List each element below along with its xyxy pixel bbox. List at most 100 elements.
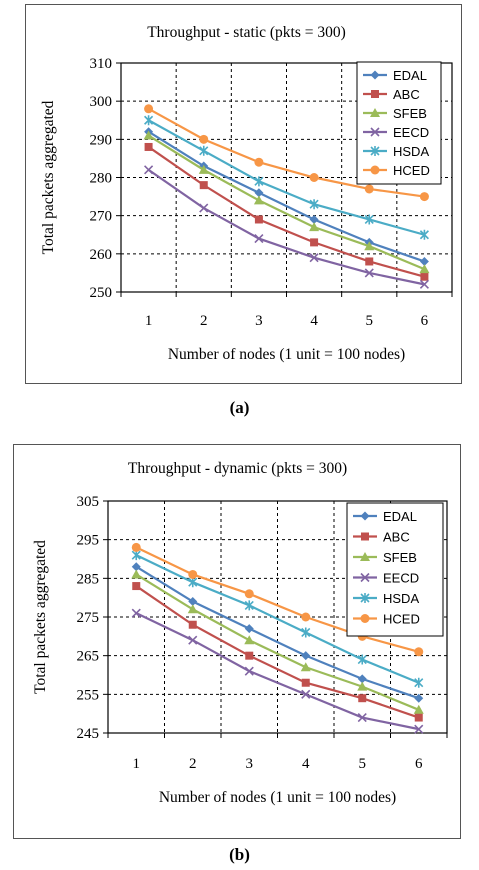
x-tick-label: 6 <box>421 313 429 329</box>
data-point-eecd <box>131 608 141 618</box>
series-abc <box>132 582 423 722</box>
data-point-abc <box>301 678 310 687</box>
data-point-hsda <box>199 145 209 156</box>
y-tick-label: 265 <box>77 649 100 665</box>
series-sfeb <box>143 130 430 274</box>
y-tick-label: 305 <box>77 494 100 510</box>
data-point-hsda <box>357 654 367 665</box>
data-point-eecd <box>357 712 367 723</box>
data-point-edal <box>414 693 424 703</box>
data-point-sfeb <box>187 604 198 614</box>
legend-marker-hced <box>360 614 370 623</box>
data-point-abc <box>365 257 374 266</box>
series-hsda <box>131 550 424 688</box>
y-tick-label: 290 <box>90 132 113 148</box>
data-point-edal <box>301 651 311 661</box>
y-tick-label: 250 <box>90 285 113 301</box>
legend-label-edal: EDAL <box>393 68 427 83</box>
series-line-hced <box>148 107 425 198</box>
legend-marker-edal <box>370 70 380 80</box>
x-tick-label: 4 <box>310 313 318 329</box>
legend: EDAL ABC SFEB EECD HSDA HCED <box>346 502 444 637</box>
series-line-abc <box>147 146 425 278</box>
y-tick-label: 300 <box>90 94 113 110</box>
data-point-sfeb <box>253 195 264 205</box>
legend-label-hced: HCED <box>393 163 430 178</box>
data-point-hsda <box>414 677 424 688</box>
data-point-hsda <box>301 627 311 638</box>
caption-a: (a) <box>229 398 250 417</box>
legend-marker-abc <box>361 532 369 541</box>
y-tick-label: 310 <box>90 56 113 72</box>
y-axis-label: Total packets aggregated <box>40 100 57 254</box>
data-point-sfeb <box>300 662 311 672</box>
series-line-eecd <box>147 168 425 286</box>
legend-marker-hsda <box>370 146 380 156</box>
data-point-edal <box>188 597 198 607</box>
y-tick-label: 245 <box>77 726 100 742</box>
data-point-abc <box>245 651 254 660</box>
data-point-abc <box>414 713 423 722</box>
series-line-sfeb <box>148 134 425 271</box>
y-tick-label: 260 <box>90 247 113 263</box>
legend-label-abc: ABC <box>383 530 410 545</box>
data-point-eecd <box>254 234 264 244</box>
series-edal <box>131 562 424 703</box>
series-line-eecd <box>135 612 419 731</box>
x-axis-label: Number of nodes (1 unit = 100 nodes) <box>159 789 396 806</box>
chart-title: Throughput - static (pkts = 300) <box>147 24 346 41</box>
data-point-edal <box>131 562 141 572</box>
data-point-eecd <box>309 253 319 263</box>
series-line-hced <box>135 546 420 653</box>
y-tick-label: 275 <box>77 610 100 626</box>
legend-label-eecd: EECD <box>383 571 419 586</box>
legend-box <box>356 61 442 185</box>
y-tick-label: 285 <box>77 571 100 587</box>
data-point-abc <box>144 142 153 151</box>
legend-marker-sfeb <box>360 552 370 561</box>
data-point-hced <box>199 134 209 144</box>
x-tick-label: 4 <box>302 756 310 772</box>
data-point-hced <box>188 569 198 579</box>
series-line-abc <box>135 585 420 719</box>
data-point-eecd <box>364 268 374 278</box>
legend-label-edal: EDAL <box>383 509 417 524</box>
data-point-eecd <box>188 635 198 645</box>
data-point-abc <box>254 215 263 224</box>
series-line-hsda <box>148 119 425 236</box>
data-point-sfeb <box>198 164 209 174</box>
data-point-hsda <box>244 600 254 611</box>
data-point-abc <box>310 238 319 247</box>
legend-label-sfeb: SFEB <box>383 550 417 565</box>
data-point-hced <box>254 157 264 167</box>
data-point-sfeb <box>357 681 368 691</box>
legend-label-abc: ABC <box>393 87 420 102</box>
chart-b-frame: Throughput - dynamic (pkts = 300) 245 255 2… <box>13 444 461 839</box>
data-point-abc <box>199 181 208 190</box>
legend: EDAL ABC SFEB EECD HSDA HCED <box>356 61 442 185</box>
data-point-hsda <box>419 229 429 240</box>
data-point-hced <box>244 589 254 599</box>
data-point-sfeb <box>309 222 320 232</box>
data-point-hced <box>144 104 154 114</box>
chart-a-frame: Throughput - static (pkts = 300) 250 260 27… <box>25 4 462 384</box>
series-hsda <box>144 115 429 240</box>
data-point-hsda <box>309 199 319 210</box>
legend-marker-edal <box>360 511 370 521</box>
caption-b: (b) <box>229 845 250 864</box>
series-line-edal <box>148 130 425 263</box>
data-point-hced <box>364 184 374 194</box>
data-point-eecd <box>244 666 254 676</box>
x-tick-label: 1 <box>133 756 141 772</box>
data-point-hced <box>414 647 424 657</box>
series-abc <box>144 142 429 281</box>
legend-marker-hsda <box>360 593 370 603</box>
legend-label-hced: HCED <box>383 612 420 627</box>
legend-marker-sfeb <box>370 108 380 117</box>
data-point-hced <box>309 173 319 182</box>
data-point-abc <box>132 582 141 591</box>
y-tick-label: 270 <box>90 209 113 225</box>
x-tick-label: 3 <box>255 313 263 329</box>
series-hced <box>144 104 429 202</box>
chart-title: Throughput - dynamic (pkts = 300) <box>128 460 347 477</box>
